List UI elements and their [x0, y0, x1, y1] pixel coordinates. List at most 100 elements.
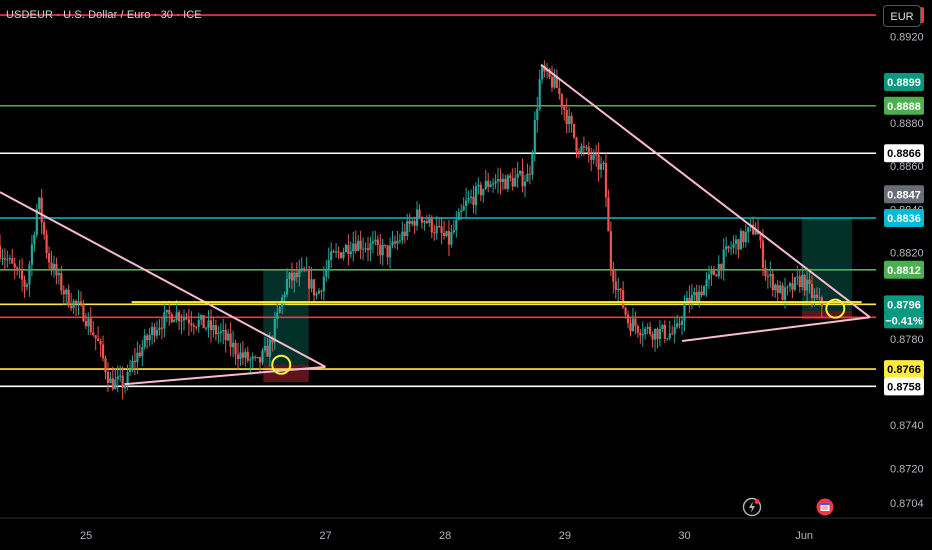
candle-body — [582, 146, 585, 148]
candle-body — [168, 309, 171, 315]
candle-body — [656, 328, 659, 339]
highlight-circles — [271, 298, 846, 375]
candle-body — [435, 226, 438, 234]
candle-body — [158, 327, 161, 330]
candle-body — [744, 232, 747, 243]
candle-body — [764, 267, 767, 277]
price-tick-label: 0.8720 — [890, 463, 924, 475]
candle-body — [79, 301, 83, 304]
candle-body — [506, 175, 509, 190]
candle-body — [138, 352, 141, 357]
candle-body — [295, 272, 298, 278]
candle-body — [369, 243, 372, 251]
price-badge-label: 0.8847 — [887, 189, 921, 201]
candle-body — [649, 326, 652, 335]
candle-body — [16, 267, 19, 269]
price-badge-label: 0.8766 — [887, 364, 921, 376]
candle-body — [57, 273, 60, 276]
candle-body — [776, 284, 779, 293]
candle-body — [84, 321, 87, 327]
time-axis[interactable]: 25 27 28 29 30 Jun — [80, 530, 813, 542]
candle-body — [536, 108, 539, 120]
lightning-icon[interactable] — [742, 497, 762, 517]
time-tick-label: 28 — [439, 530, 451, 542]
price-badge-label: 0.8758 — [887, 381, 921, 393]
candle-body — [153, 326, 156, 336]
candlesticks — [0, 60, 823, 400]
candle-body — [531, 153, 534, 175]
candle-body — [590, 155, 593, 160]
candle-body — [737, 239, 740, 250]
candle-body — [810, 284, 814, 299]
candle-body — [725, 246, 728, 250]
candle-body — [361, 248, 365, 250]
candle-body — [293, 272, 296, 281]
candle-body — [104, 358, 107, 373]
candle-body — [151, 326, 154, 335]
candle-body — [818, 297, 821, 299]
candle-body — [430, 217, 433, 233]
candle-body — [1, 258, 4, 260]
candle-body — [141, 347, 144, 357]
candle-body — [143, 335, 146, 348]
candle-body — [381, 244, 384, 256]
candle-body — [553, 75, 556, 88]
trend-line — [124, 365, 326, 386]
candle-body — [619, 288, 622, 291]
candle-body — [474, 186, 478, 205]
candle-body — [742, 230, 745, 243]
candle-body — [442, 232, 446, 236]
candle-body — [438, 226, 441, 228]
candle-body — [136, 352, 139, 363]
candle-body — [411, 221, 414, 224]
candle-body — [50, 262, 53, 270]
candle-body — [192, 325, 195, 327]
price-badge-label: 0.8888 — [887, 101, 921, 113]
price-tick-label: 0.8740 — [890, 420, 924, 432]
candle-body — [185, 318, 188, 320]
candle-body — [447, 231, 451, 245]
candle-body — [602, 162, 605, 164]
candle-body — [688, 297, 691, 305]
candle-body — [801, 274, 804, 288]
candle-body — [133, 360, 137, 363]
candle-body — [339, 252, 343, 258]
candle-body — [636, 326, 639, 333]
price-axis[interactable]: 0.87040.87200.87400.87800.88200.88400.88… — [890, 32, 924, 510]
candle-body — [244, 351, 247, 358]
candle-body — [8, 258, 11, 260]
candle-body — [20, 270, 24, 280]
candle-body — [379, 244, 382, 256]
candle-body — [344, 245, 348, 252]
candle-body — [514, 177, 517, 187]
candle-body — [43, 222, 46, 235]
candle-body — [806, 279, 809, 291]
price-badge-label: 0.8866 — [887, 148, 921, 160]
candle-body — [759, 234, 762, 241]
candle-body — [673, 327, 676, 334]
candle-body — [698, 291, 701, 303]
candle-body — [511, 178, 514, 187]
candle-body — [680, 320, 684, 325]
candle-body — [227, 333, 230, 341]
candle-body — [420, 216, 424, 223]
price-badge — [884, 185, 924, 204]
currency-button[interactable]: EUR — [883, 5, 921, 27]
candle-body — [11, 258, 14, 264]
candle-body — [55, 263, 58, 276]
time-tick-label: 29 — [559, 530, 571, 542]
candle-body — [114, 379, 117, 390]
candle-body — [518, 171, 522, 174]
candle-body — [678, 323, 681, 325]
highlight-circle — [271, 354, 292, 375]
candle-body — [254, 356, 257, 358]
candle-body — [33, 234, 36, 245]
candle-body — [563, 106, 566, 110]
candle-body — [239, 352, 242, 360]
economic-calendar-icon[interactable] — [815, 497, 835, 517]
candle-body — [202, 315, 205, 329]
candle-body — [494, 181, 497, 184]
candle-body — [462, 206, 465, 211]
candle-body — [200, 315, 203, 320]
